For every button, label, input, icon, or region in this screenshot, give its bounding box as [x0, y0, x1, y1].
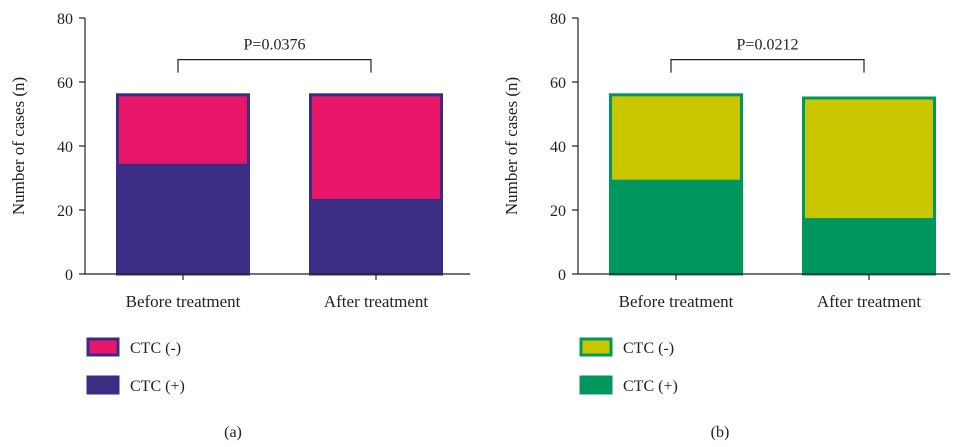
y-tick-label: 40 [57, 139, 73, 156]
legend-label: CTC (+) [623, 378, 678, 395]
y-axis-label: Number of cases (n) [502, 77, 521, 215]
y-tick-label: 20 [57, 203, 73, 220]
x-tick-label: After treatment [817, 292, 922, 311]
y-tick-label: 80 [57, 11, 73, 28]
bar-before-treatment-ctc+ [609, 179, 743, 276]
panel-label: (b) [711, 424, 730, 441]
y-tick-label: 20 [550, 203, 566, 220]
legend-swatch [86, 337, 120, 357]
y-tick-label: 0 [65, 267, 73, 284]
y-tick-label: 80 [550, 11, 566, 28]
x-tick-label: Before treatment [126, 292, 241, 311]
p-value-annotation: P=0.0212 [737, 37, 799, 54]
legend-swatch [86, 375, 120, 395]
bar-after-treatment-ctc- [309, 93, 443, 202]
y-tick-label: 0 [558, 267, 566, 284]
panel-a: Before treatment After treatment 0 20 40 60 80… [9, 11, 470, 441]
legend-label: CTC (-) [623, 340, 674, 357]
bar-after-treatment-ctc+ [309, 198, 443, 276]
significance-bracket [177, 59, 372, 73]
bar-before-treatment-ctc- [609, 93, 743, 183]
legend-label: CTC (-) [130, 340, 181, 357]
y-axis-label: Number of cases (n) [9, 77, 28, 215]
significance-bracket [670, 59, 865, 73]
x-tick-label: After treatment [324, 292, 429, 311]
panel-label: (a) [224, 424, 242, 441]
p-value-annotation: P=0.0376 [244, 37, 306, 54]
panel-b: Before treatment After treatment 0 20 40 60 80… [502, 11, 950, 441]
y-tick-label: 40 [550, 139, 566, 156]
legend-swatch [579, 337, 613, 357]
bar-before-treatment-ctc- [116, 93, 250, 167]
x-tick-label: Before treatment [619, 292, 734, 311]
legend-swatch [579, 375, 613, 395]
legend-label: CTC (+) [130, 378, 185, 395]
bar-after-treatment-ctc- [802, 96, 936, 222]
y-tick-label: 60 [57, 75, 73, 92]
bar-before-treatment-ctc+ [116, 163, 250, 276]
y-tick-label: 60 [550, 75, 566, 92]
bar-after-treatment-ctc+ [802, 218, 936, 276]
